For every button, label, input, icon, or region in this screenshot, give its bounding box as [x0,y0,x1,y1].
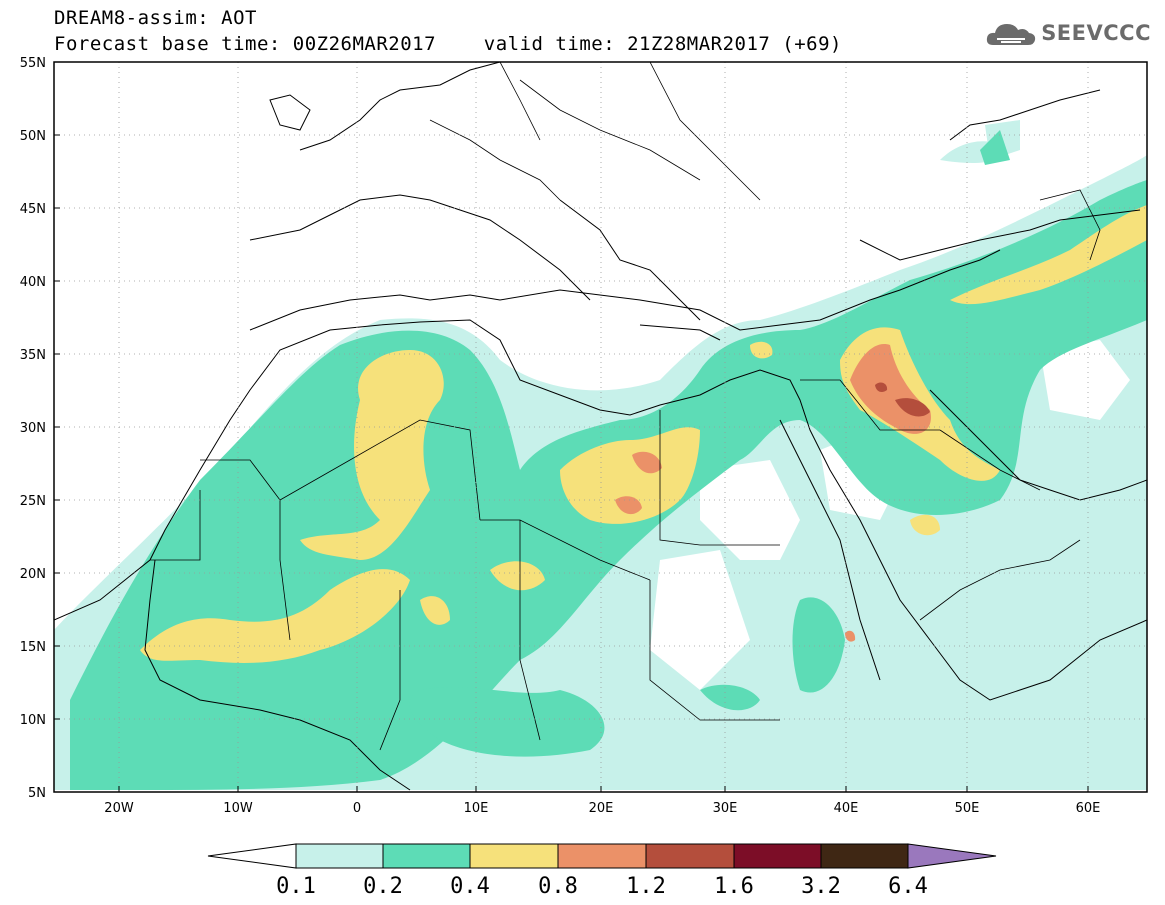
colorbar-label: 1.6 [714,874,754,899]
colorbar-swatch [557,843,647,869]
colorbar-label: 0.4 [450,874,490,899]
aot-level-1.2 [875,382,930,417]
colorbar-over-arrow [907,843,997,869]
longitude-labels: 20W 10W 0 10E 20E 30E 40E 50E 60E [104,801,1100,816]
colorbar-swatch [645,843,735,869]
lat-tick-label: 55N [20,56,46,71]
lon-tick-label: 50E [955,801,980,816]
lon-tick-label: 10E [464,801,489,816]
lat-tick-label: 5N [28,786,46,801]
lat-tick-label: 15N [20,640,46,655]
colorbar-swatch [469,843,559,869]
lat-tick-label: 35N [20,348,46,363]
colorbar-label: 0.2 [363,874,403,899]
cloud-icon [987,24,1036,45]
lat-tick-label: 40N [20,275,46,290]
lat-tick-label: 20N [20,567,46,582]
lat-tick-label: 30N [20,421,46,436]
colorbar-label: 3.2 [801,874,841,899]
seevccc-logo: SEEVCCC [985,18,1151,48]
logo-text: SEEVCCC [1041,21,1151,45]
colorbar-swatch [382,843,471,869]
graticule [54,62,1147,792]
map-title: DREAM8-assim: AOT [54,7,257,29]
lon-tick-label: 0 [353,801,361,816]
colorbar-under-arrow [207,843,297,869]
aot-field [54,120,1147,790]
colorbar-label: 0.8 [538,874,578,899]
colorbar [207,843,997,869]
lon-tick-label: 20W [104,801,134,816]
coastlines [54,62,1147,791]
colorbar-swatch [733,843,822,869]
lon-tick-label: 60E [1076,801,1101,816]
colorbar-label: 1.2 [626,874,666,899]
colorbar-label: 0.1 [276,874,316,899]
colorbar-swatch [295,843,384,869]
lon-tick-label: 10W [223,801,253,816]
colorbar-label: 6.4 [888,874,928,899]
lat-tick-label: 25N [20,494,46,509]
country-borders [150,62,1101,751]
lat-tick-label: 45N [20,202,46,217]
colorbar-labels: 0.1 0.2 0.4 0.8 1.2 1.6 3.2 6.4 [276,874,928,899]
colorbar-swatch [820,843,909,869]
tick-marks [54,134,1089,792]
latitude-labels: 55N 50N 45N 40N 35N 30N 25N 20N 15N 10N … [20,56,46,801]
lon-tick-label: 40E [834,801,859,816]
lon-tick-label: 30E [713,801,738,816]
map-subtitle: Forecast base time: 00Z26MAR2017 valid t… [54,33,842,55]
lat-tick-label: 10N [20,713,46,728]
lat-tick-label: 50N [20,129,46,144]
lon-tick-label: 20E [589,801,614,816]
